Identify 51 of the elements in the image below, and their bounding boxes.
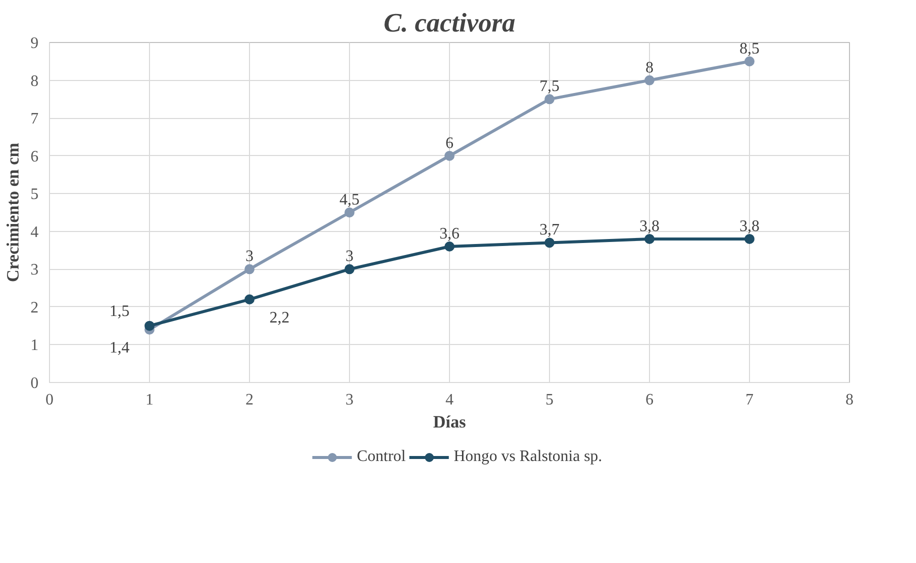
y-tick-label: 7 — [30, 110, 38, 128]
x-tick-label: 5 — [546, 392, 554, 408]
y-tick-label: 9 — [30, 35, 38, 52]
x-tick-label: 2 — [246, 392, 254, 408]
point — [344, 208, 354, 218]
x-tick-label: 7 — [746, 392, 754, 408]
point — [144, 320, 154, 331]
point — [744, 234, 754, 244]
y-tick-label: 1 — [30, 337, 38, 354]
data-label: 3,6 — [440, 226, 460, 242]
point — [644, 234, 654, 244]
point — [744, 56, 754, 66]
data-label: 3 — [246, 248, 254, 266]
data-label: 8 — [646, 59, 654, 76]
legend-label: Control — [356, 448, 406, 466]
data-label: 1,5 — [110, 302, 130, 320]
data-label: 1,4 — [110, 340, 130, 357]
y-tick-label: 2 — [30, 299, 38, 316]
point — [244, 294, 254, 304]
data-label: 4,5 — [340, 192, 360, 208]
y-tick-label: 3 — [30, 262, 38, 279]
x-axis-title: Días — [433, 412, 466, 432]
x-tick-label: 8 — [846, 392, 854, 408]
y-tick-label: 8 — [30, 72, 38, 90]
x-tick-label: 3 — [346, 392, 354, 408]
data-label: 2,2 — [270, 309, 290, 326]
y-axis-title: Crecimiento en cm — [4, 142, 22, 282]
data-label: 3,8 — [640, 218, 660, 235]
data-label: 8,5 — [740, 40, 760, 58]
y-tick-label: 5 — [30, 186, 38, 204]
data-label: 3 — [346, 248, 354, 266]
y-tick-label: 6 — [30, 148, 38, 166]
y-tick-label: 0 — [30, 375, 38, 392]
point — [444, 150, 454, 161]
legend-label: Hongo vs Ralstonia sp. — [454, 448, 602, 466]
point — [344, 264, 354, 274]
x-tick-label: 1 — [146, 392, 154, 408]
data-label: 3,7 — [540, 222, 560, 239]
chart-title: C. cactivora — [384, 8, 516, 38]
point — [644, 75, 654, 86]
point — [244, 264, 254, 274]
y-tick-label: 4 — [30, 224, 38, 241]
data-label: 6 — [446, 134, 454, 152]
data-label: 3,8 — [740, 218, 760, 235]
point — [544, 238, 554, 248]
x-tick-label: 0 — [46, 392, 54, 408]
point — [544, 94, 554, 104]
x-tick-label: 6 — [646, 392, 654, 408]
data-label: 7,5 — [540, 78, 560, 96]
point — [444, 242, 454, 252]
x-tick-label: 4 — [446, 392, 454, 408]
